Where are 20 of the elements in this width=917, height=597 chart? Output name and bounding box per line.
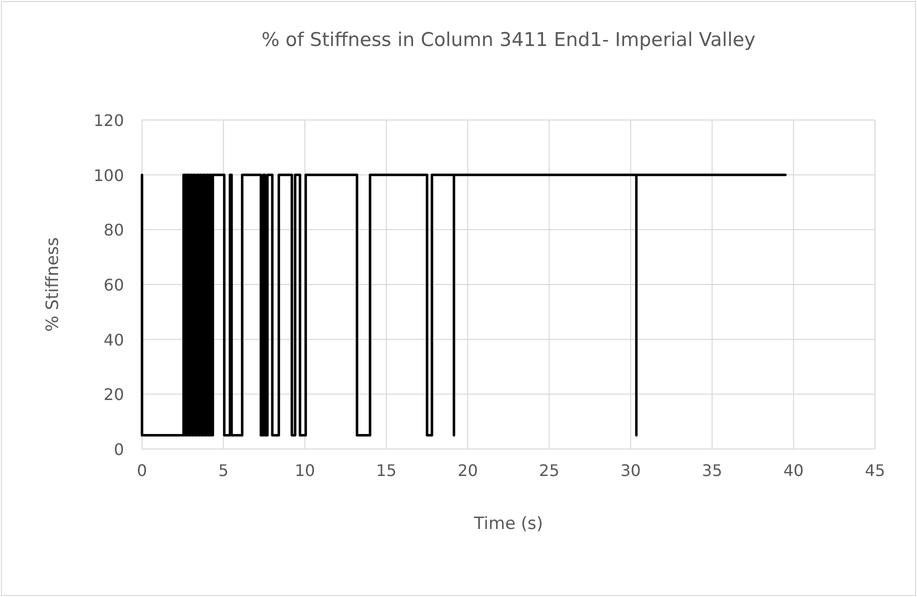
y-tick-label: 60 (104, 276, 124, 294)
x-tick-label: 40 (783, 461, 804, 480)
x-tick-label: 45 (864, 461, 886, 480)
x-tick-label: 25 (539, 461, 560, 480)
y-tick-label: 80 (104, 220, 124, 240)
x-axis-title: Time (s) (472, 514, 544, 534)
y-tick-label: 100 (93, 166, 124, 185)
x-tick-label: 20 (458, 461, 478, 480)
y-tick-label: 40 (104, 330, 124, 350)
x-tick-label: 0 (136, 461, 148, 480)
y-tick-label: 0 (114, 440, 124, 459)
y-axis-title: % Stiffness (43, 237, 63, 332)
x-tick-label: 30 (620, 461, 641, 480)
chart-title: % of Stiffness in Column 3411 End1- Imperial Valley (261, 29, 756, 51)
y-tick-label: 120 (93, 111, 124, 130)
x-tick-label: 15 (376, 461, 397, 480)
x-tick-label: 10 (294, 461, 316, 480)
y-tick-label: 20 (104, 385, 124, 404)
x-tick-label: 35 (702, 461, 722, 480)
x-tick-label: 5 (218, 461, 229, 480)
